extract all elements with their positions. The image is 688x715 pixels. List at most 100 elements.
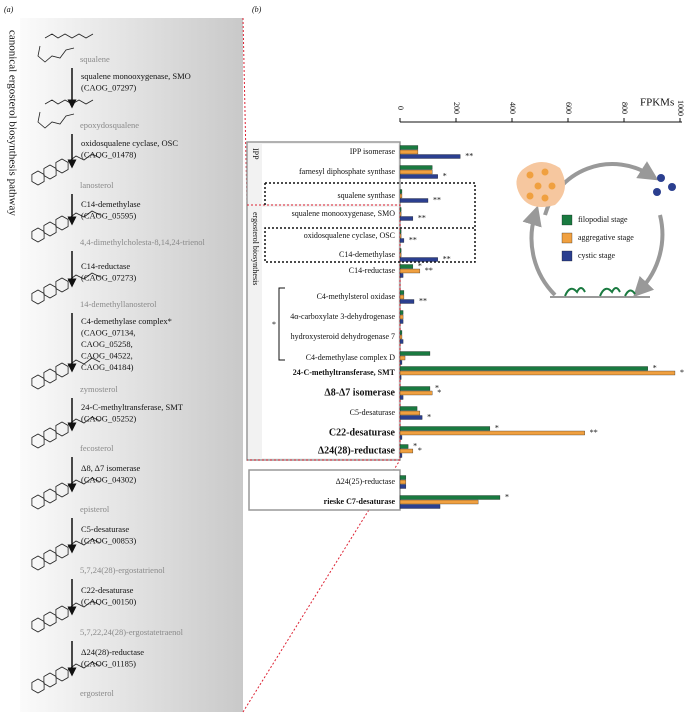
bar bbox=[399, 330, 403, 335]
significance: * bbox=[437, 388, 441, 397]
legend-swatch bbox=[561, 214, 573, 226]
bar bbox=[399, 248, 402, 253]
bar bbox=[399, 495, 501, 500]
structure bbox=[67, 661, 101, 671]
bar bbox=[399, 145, 419, 150]
bar bbox=[399, 484, 407, 489]
x-tick-label: 0 bbox=[396, 106, 405, 110]
bar bbox=[399, 211, 402, 217]
bar bbox=[399, 165, 433, 170]
bar bbox=[399, 294, 405, 300]
enzyme-name: C22-desaturase bbox=[81, 585, 134, 595]
significance: ** bbox=[590, 428, 598, 437]
enzyme-name: (CAOG_05252) bbox=[81, 413, 136, 423]
compound-name: 5,7,24(28)-ergostatrienol bbox=[80, 565, 165, 575]
enzyme-name: 24-C-methyltransferase, SMT bbox=[81, 402, 184, 412]
enzyme-name: (CAOG_00150) bbox=[81, 596, 136, 606]
significance: * bbox=[495, 423, 499, 432]
bar bbox=[399, 360, 403, 365]
category-label: squalene synthase bbox=[337, 191, 395, 200]
structure bbox=[67, 600, 101, 610]
bar bbox=[399, 149, 419, 155]
bar bbox=[399, 207, 402, 212]
structure bbox=[37, 111, 75, 129]
pathway-panel bbox=[20, 18, 243, 712]
enzyme-name: CAOG_05258, bbox=[81, 339, 133, 349]
enzyme-name: squalene monooxygenase, SMO bbox=[81, 71, 191, 81]
significance: * bbox=[435, 383, 439, 392]
significance: ** bbox=[409, 235, 417, 244]
bar bbox=[399, 366, 648, 371]
bar bbox=[399, 174, 438, 179]
structure bbox=[37, 45, 75, 63]
legend-label: aggregative stage bbox=[578, 233, 634, 242]
significance: * bbox=[680, 368, 684, 377]
bar bbox=[399, 314, 404, 320]
category-label: C5-desaturase bbox=[350, 408, 396, 417]
bar bbox=[399, 169, 433, 175]
enzyme-name: C4-demethylase complex* bbox=[81, 316, 172, 326]
panel-label: (b) bbox=[252, 5, 262, 14]
bar bbox=[399, 453, 403, 458]
enzyme-name: (CAOG_07273) bbox=[81, 272, 136, 282]
structure bbox=[67, 477, 101, 487]
bar bbox=[399, 395, 404, 400]
category-label: 4α-carboxylate 3-dehydrogenase bbox=[290, 312, 395, 321]
structure bbox=[67, 210, 101, 220]
x-tick-label: 1000 bbox=[676, 100, 685, 116]
bracket bbox=[278, 287, 285, 361]
category-label: rieske C7-desaturase bbox=[324, 497, 396, 506]
legend-swatch bbox=[561, 250, 573, 262]
bar bbox=[399, 479, 407, 485]
bar bbox=[399, 339, 404, 344]
enzyme-name: CAOG_04522, bbox=[81, 350, 133, 360]
enzyme-name: (CAOG_07134, bbox=[81, 327, 136, 337]
bar bbox=[399, 370, 676, 376]
compound-name: ergosterol bbox=[80, 688, 114, 698]
life-cycle bbox=[516, 161, 676, 298]
significance: * bbox=[653, 363, 657, 372]
pathway-title: canonical ergosterol biosynthesis pathwa… bbox=[6, 30, 18, 216]
bar bbox=[399, 264, 414, 269]
group-bg bbox=[262, 144, 398, 204]
legend-swatch bbox=[561, 232, 573, 244]
structure bbox=[67, 416, 101, 426]
bar bbox=[399, 310, 404, 315]
category-label: C14-reductase bbox=[349, 266, 396, 275]
enzyme-name: (CAOG_01185) bbox=[81, 658, 136, 668]
category-label: Δ8-Δ7 isomerase bbox=[324, 387, 395, 398]
dotted-box bbox=[264, 182, 476, 263]
bar bbox=[399, 351, 431, 356]
bar bbox=[399, 273, 404, 278]
significance: ** bbox=[433, 195, 441, 204]
x-tick-label: 200 bbox=[452, 102, 461, 114]
category-label: hydroxysteroid dehydrogenase 7 bbox=[291, 332, 395, 341]
enzyme-name: C14-reductase bbox=[81, 261, 130, 271]
enzyme-name: (CAOG_00853) bbox=[81, 535, 136, 545]
bar bbox=[399, 390, 433, 396]
legend-label: cystic stage bbox=[578, 251, 616, 260]
enzyme-name: CAOG_04184) bbox=[81, 362, 134, 372]
panel-label: (a) bbox=[4, 5, 14, 14]
enzyme-name: (CAOG_07297) bbox=[81, 82, 136, 92]
compound-name: epoxydosqualene bbox=[80, 120, 139, 130]
significance: ** bbox=[419, 296, 427, 305]
structure bbox=[67, 153, 101, 163]
axis-title: FPKMs bbox=[640, 97, 674, 109]
bar bbox=[399, 375, 402, 380]
structure bbox=[67, 357, 101, 367]
compound-name: lanosterol bbox=[80, 180, 114, 190]
bar bbox=[399, 415, 423, 420]
bar bbox=[399, 504, 441, 509]
category-label: oxidosqualene cyclase, OSC bbox=[304, 231, 395, 240]
enzyme-name: oxidosqualene cyclase, OSC bbox=[81, 138, 178, 148]
significance: * bbox=[505, 492, 509, 501]
bar bbox=[399, 334, 403, 340]
category-label: squalene monooxygenase, SMO bbox=[292, 209, 396, 218]
group-label: IPP bbox=[251, 148, 260, 160]
group-label: ergosterol biosynthesis bbox=[251, 212, 260, 285]
enzyme-name: (CAOG_01478) bbox=[81, 149, 136, 159]
x-tick-label: 800 bbox=[620, 102, 629, 114]
significance: * bbox=[418, 261, 422, 270]
